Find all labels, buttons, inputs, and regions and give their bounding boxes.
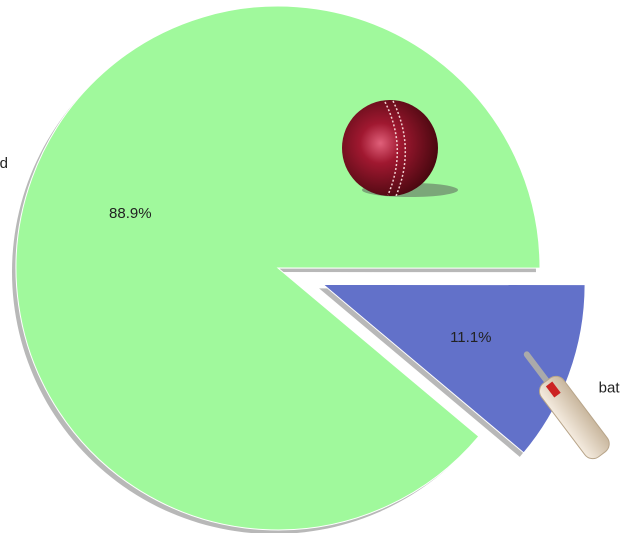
ball-decoration: [342, 100, 458, 197]
pie-slice: [15, 5, 541, 531]
bat-decoration: [523, 351, 610, 460]
category-label: d: [0, 155, 8, 172]
category-label: bat: [599, 379, 621, 396]
value-label: 11.1%: [450, 329, 491, 346]
value-label: 88.9%: [109, 205, 152, 222]
labels: 88.9% d 11.1% bat: [0, 155, 620, 397]
pie-slice: [321, 283, 586, 454]
slices: [15, 5, 586, 531]
